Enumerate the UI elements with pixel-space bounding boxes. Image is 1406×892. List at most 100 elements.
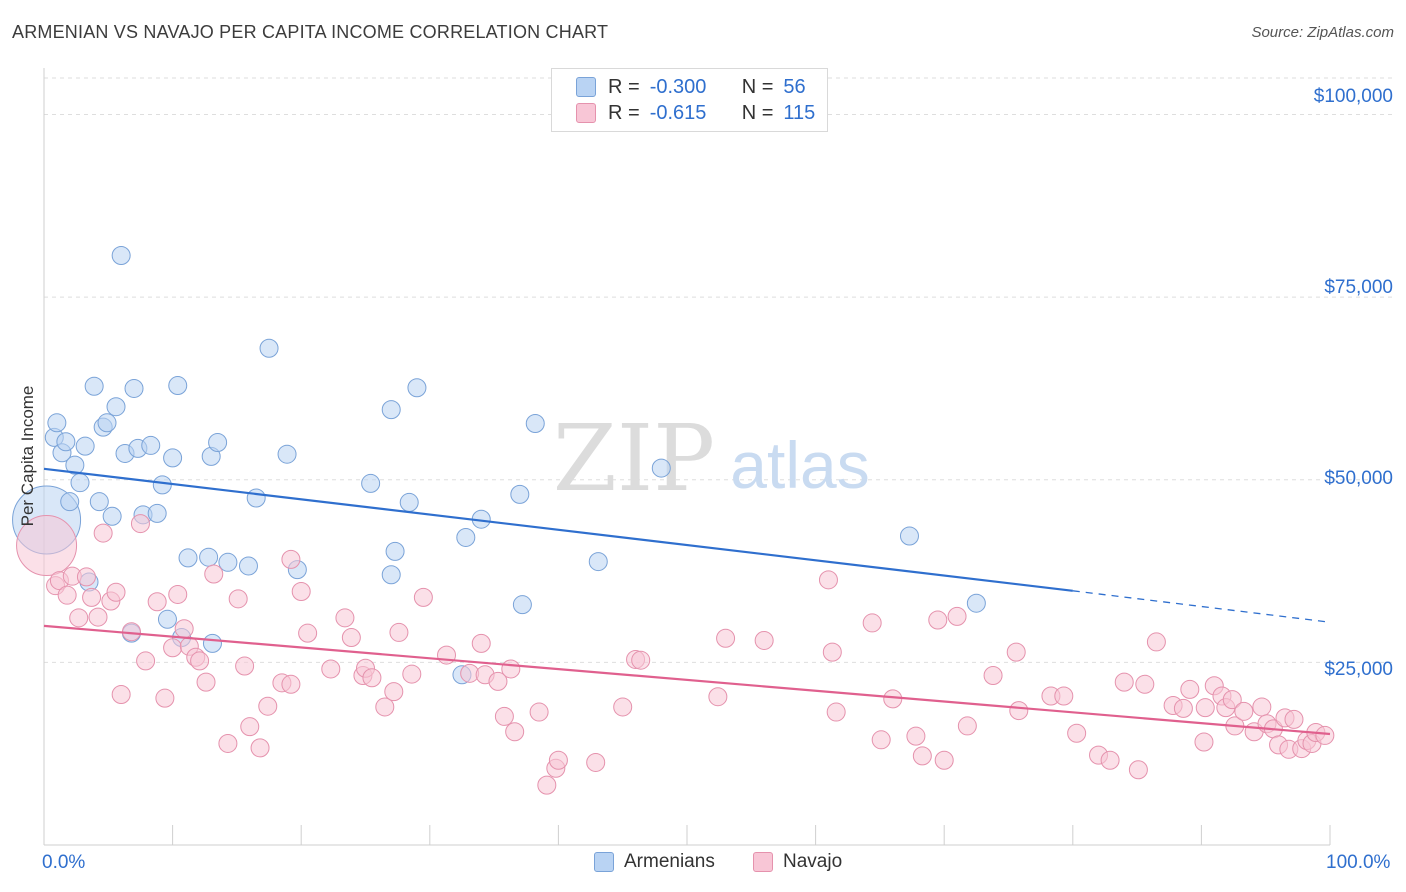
navajo-point bbox=[106, 582, 126, 602]
navajo-point bbox=[168, 584, 188, 604]
navajo-point bbox=[822, 642, 842, 662]
legend-label: Navajo bbox=[783, 851, 843, 872]
navajo-point bbox=[88, 607, 108, 627]
navajo-point bbox=[906, 726, 926, 746]
navajo-point bbox=[281, 549, 301, 569]
navajo-point bbox=[1054, 686, 1074, 706]
armenians-point bbox=[102, 506, 122, 526]
armenians-point bbox=[84, 376, 104, 396]
navajo-point bbox=[402, 664, 422, 684]
armenians-point bbox=[178, 548, 198, 568]
navajo-point bbox=[1195, 698, 1215, 718]
navajo-trendline bbox=[43, 624, 1331, 736]
navajo-point bbox=[136, 651, 156, 671]
navajo-point bbox=[1315, 725, 1335, 745]
navajo-point bbox=[883, 689, 903, 709]
armenians-point bbox=[202, 633, 222, 653]
navajo-point bbox=[818, 570, 838, 590]
navajo-point bbox=[1009, 701, 1029, 721]
navajo-point bbox=[235, 656, 255, 676]
navajo-point bbox=[57, 585, 77, 605]
armenians-point bbox=[525, 414, 545, 434]
n-label: N = bbox=[741, 75, 774, 98]
navajo-point bbox=[1173, 698, 1193, 718]
r-label: R = bbox=[608, 101, 640, 124]
y-tick-label: $75,000 bbox=[1324, 277, 1393, 298]
navajo-point bbox=[258, 696, 278, 716]
navajo-point bbox=[529, 702, 549, 722]
r-label: R = bbox=[608, 75, 640, 98]
navajo-point bbox=[912, 746, 932, 766]
navajo-point bbox=[240, 717, 260, 737]
navajo-point bbox=[155, 688, 175, 708]
legend-row-navajo: R = -0.615 N = 115 bbox=[576, 101, 815, 125]
r-value: -0.615 bbox=[649, 101, 707, 124]
armenians-point bbox=[966, 593, 986, 613]
navajo-point bbox=[537, 775, 557, 795]
armenians-point bbox=[111, 246, 131, 266]
navajo-point bbox=[190, 651, 210, 671]
navajo-point bbox=[437, 645, 457, 665]
y-tick-label: $100,000 bbox=[1313, 86, 1393, 107]
armenians-point bbox=[510, 484, 530, 504]
navajo-point bbox=[1180, 679, 1200, 699]
legend-label: Armenians bbox=[624, 851, 715, 872]
navajo-point bbox=[1222, 690, 1242, 710]
armenians-point bbox=[361, 473, 381, 493]
armenians-point bbox=[97, 413, 117, 433]
armenians-point bbox=[163, 448, 183, 468]
armenians-point bbox=[47, 413, 67, 433]
navajo-point bbox=[291, 582, 311, 602]
navajo-point bbox=[754, 630, 774, 650]
armenians-point bbox=[899, 526, 919, 546]
armenians-point bbox=[141, 435, 161, 455]
navajo-point bbox=[716, 628, 736, 648]
watermark-zip: ZIP bbox=[553, 405, 715, 512]
navajo-point bbox=[1194, 732, 1214, 752]
armenians-swatch bbox=[576, 77, 596, 97]
n-value: 56 bbox=[783, 75, 806, 98]
navajo-point bbox=[871, 730, 891, 750]
armenians-point bbox=[588, 552, 608, 572]
armenians-point bbox=[157, 609, 177, 629]
navajo-point bbox=[934, 750, 954, 770]
armenians-point bbox=[381, 565, 401, 585]
armenians-point bbox=[70, 473, 90, 493]
navajo-point bbox=[1100, 750, 1120, 770]
navajo-point bbox=[1146, 632, 1166, 652]
navajo-point bbox=[147, 592, 167, 612]
navajo-point bbox=[69, 608, 89, 628]
navajo-point bbox=[16, 515, 78, 577]
navajo-point bbox=[111, 685, 131, 705]
navajo-point bbox=[631, 650, 651, 670]
armenians-point bbox=[208, 433, 228, 453]
navajo-point bbox=[1114, 672, 1134, 692]
navajo-point bbox=[1128, 760, 1148, 780]
armenians-point bbox=[199, 547, 219, 567]
armenians-point bbox=[238, 556, 258, 576]
armenians-point bbox=[218, 552, 238, 572]
navajo-point bbox=[1135, 674, 1155, 694]
armenians-point bbox=[246, 488, 266, 508]
navajo-point bbox=[298, 623, 318, 643]
legend-item-navajo: Navajo bbox=[753, 851, 842, 873]
navajo-point bbox=[250, 738, 270, 758]
navajo-point bbox=[341, 628, 361, 648]
stats-legend: R = -0.300 N = 56 R = -0.615 N = 115 bbox=[551, 68, 828, 132]
armenians-point bbox=[512, 595, 532, 615]
x-axis-min-label: 0.0% bbox=[42, 852, 86, 873]
armenians-point bbox=[106, 397, 126, 417]
armenians-point bbox=[651, 458, 671, 478]
navajo-point bbox=[548, 750, 568, 770]
armenians-point bbox=[152, 475, 172, 495]
armenians-trendline bbox=[43, 467, 1073, 592]
navajo-point bbox=[826, 702, 846, 722]
navajo-point bbox=[228, 589, 248, 609]
source-label: Source: ZipAtlas.com bbox=[1251, 24, 1394, 41]
navajo-point bbox=[174, 619, 194, 639]
navajo-point bbox=[1006, 642, 1026, 662]
navajo-point bbox=[375, 697, 395, 717]
navajo-point bbox=[1284, 709, 1304, 729]
navajo-point bbox=[196, 672, 216, 692]
watermark-atlas: atlas bbox=[730, 428, 869, 502]
